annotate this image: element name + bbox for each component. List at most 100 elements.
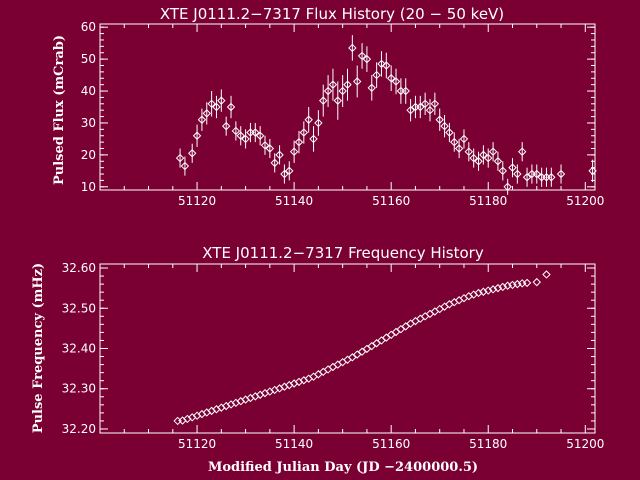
frequency-data-point xyxy=(532,277,541,287)
flux-data-point xyxy=(328,80,338,89)
frequency-data-point xyxy=(357,347,367,356)
flux-data-point xyxy=(474,157,483,166)
frequency-x-tick-label: 51120 xyxy=(178,437,216,451)
flux-data-point xyxy=(547,173,556,182)
frequency-data-point xyxy=(542,270,551,279)
flux-data-point xyxy=(299,128,309,137)
flux-data-point xyxy=(217,96,226,105)
frequency-data-point xyxy=(396,324,406,334)
flux-data-point xyxy=(241,134,250,144)
flux-data-point xyxy=(304,115,313,124)
flux-data-point xyxy=(391,77,401,86)
flux-data-point xyxy=(348,43,357,53)
frequency-data-point xyxy=(377,336,386,345)
flux-history-panel: XTE J0111.2−7317 Flux History (20 − 50 k… xyxy=(52,5,604,208)
flux-data-point xyxy=(357,51,367,61)
frequency-data-point xyxy=(416,314,425,323)
frequency-y-tick-label: 32.40 xyxy=(62,342,96,356)
frequency-data-point xyxy=(323,365,333,374)
frequency-data-point xyxy=(386,330,396,340)
frequency-plot-frame xyxy=(99,263,596,434)
frequency-x-tick-label: 51180 xyxy=(469,437,507,451)
flux-y-tick-label: 60 xyxy=(81,20,96,34)
flux-data-point xyxy=(454,144,464,153)
flux-y-tick-label: 50 xyxy=(81,52,96,66)
frequency-y-tick-label: 32.60 xyxy=(62,261,96,275)
frequency-data-point xyxy=(338,357,347,367)
flux-data-point xyxy=(406,105,415,115)
flux-data-point xyxy=(440,121,449,131)
frequency-data-point xyxy=(440,302,449,311)
flux-data-point xyxy=(382,61,391,70)
flux-axes: 51120 51140 51160 51180 51200 10 20 30 40 50 60 xyxy=(81,20,605,208)
frequency-y-axis-label: Pulse Frequency (mHz) xyxy=(31,263,46,433)
frequency-data-point xyxy=(406,319,415,328)
frequency-x-tick-label: 51160 xyxy=(372,437,410,451)
frequency-data-point xyxy=(425,309,435,319)
flux-data-point xyxy=(362,54,372,64)
flux-data-point xyxy=(226,102,236,112)
flux-data-point xyxy=(517,147,527,156)
flux-data-point xyxy=(556,169,566,179)
flux-y-tick-label: 30 xyxy=(81,116,96,130)
frequency-data-point xyxy=(314,370,323,379)
frequency-data-point xyxy=(391,327,401,337)
flux-chart-title: XTE J0111.2−7317 Flux History (20 − 50 k… xyxy=(160,5,504,23)
flux-data-point xyxy=(372,70,381,80)
frequency-x-axis-label: Modified Julian Day (JD −2400000.5) xyxy=(208,460,478,475)
flux-data-point xyxy=(309,134,318,144)
flux-data-point xyxy=(343,80,352,89)
frequency-data-point xyxy=(430,307,440,316)
flux-data-point xyxy=(377,59,386,69)
frequency-y-tick-label: 32.50 xyxy=(62,301,96,315)
frequency-y-tick-label: 32.20 xyxy=(62,422,96,436)
flux-data-point xyxy=(231,126,241,136)
flux-data-point xyxy=(420,99,430,109)
flux-data-point xyxy=(180,161,190,171)
frequency-history-panel: XTE J0111.2−7317 Frequency History Pulse… xyxy=(31,244,604,475)
frequency-data-point xyxy=(411,316,420,326)
frequency-data-point xyxy=(333,360,343,369)
flux-x-tick-label: 51160 xyxy=(372,194,410,208)
flux-data-point xyxy=(265,144,275,153)
flux-data-point xyxy=(251,128,260,137)
frequency-data-point xyxy=(343,355,352,364)
flux-data-point xyxy=(236,131,245,140)
flux-data-point xyxy=(197,115,207,124)
frequency-data-point xyxy=(488,285,498,294)
flux-data-point xyxy=(314,118,323,128)
flux-data-point xyxy=(488,147,498,156)
flux-data-point xyxy=(255,131,265,140)
flux-data-point xyxy=(469,153,478,163)
flux-x-tick-label: 51120 xyxy=(178,194,216,208)
frequency-axes: 51120 51140 51160 51180 51200 32.20 32.30 32.40… xyxy=(62,261,605,451)
flux-data-point xyxy=(289,147,299,156)
flux-data-point xyxy=(192,131,202,140)
flux-data-point xyxy=(275,150,284,160)
frequency-data-point xyxy=(382,333,391,342)
flux-data-point xyxy=(338,86,347,96)
frequency-data-point xyxy=(401,322,410,331)
frequency-data-point xyxy=(522,278,532,288)
flux-data-point xyxy=(503,182,512,192)
flux-data-point xyxy=(270,158,279,168)
frequency-x-tick-label: 51140 xyxy=(275,437,313,451)
flux-data-point xyxy=(416,102,425,112)
frequency-data-point xyxy=(493,283,503,293)
flux-data-point xyxy=(493,157,503,166)
flux-y-axis-label: Pulsed Flux (mCrab) xyxy=(52,35,67,185)
frequency-data-point xyxy=(352,350,362,359)
flux-x-tick-label: 51200 xyxy=(566,194,604,208)
flux-y-tick-label: 40 xyxy=(81,84,96,98)
flux-data-point xyxy=(386,74,396,83)
flux-data-point xyxy=(280,169,289,179)
flux-data-point xyxy=(175,153,185,163)
flux-plot-frame xyxy=(99,23,596,191)
flux-data-point xyxy=(430,99,440,109)
flux-data-point xyxy=(425,105,435,115)
frequency-y-tick-label: 32.30 xyxy=(62,382,96,396)
flux-data-point xyxy=(513,169,522,179)
flux-data-point xyxy=(479,150,488,160)
flux-data-point xyxy=(212,102,221,112)
